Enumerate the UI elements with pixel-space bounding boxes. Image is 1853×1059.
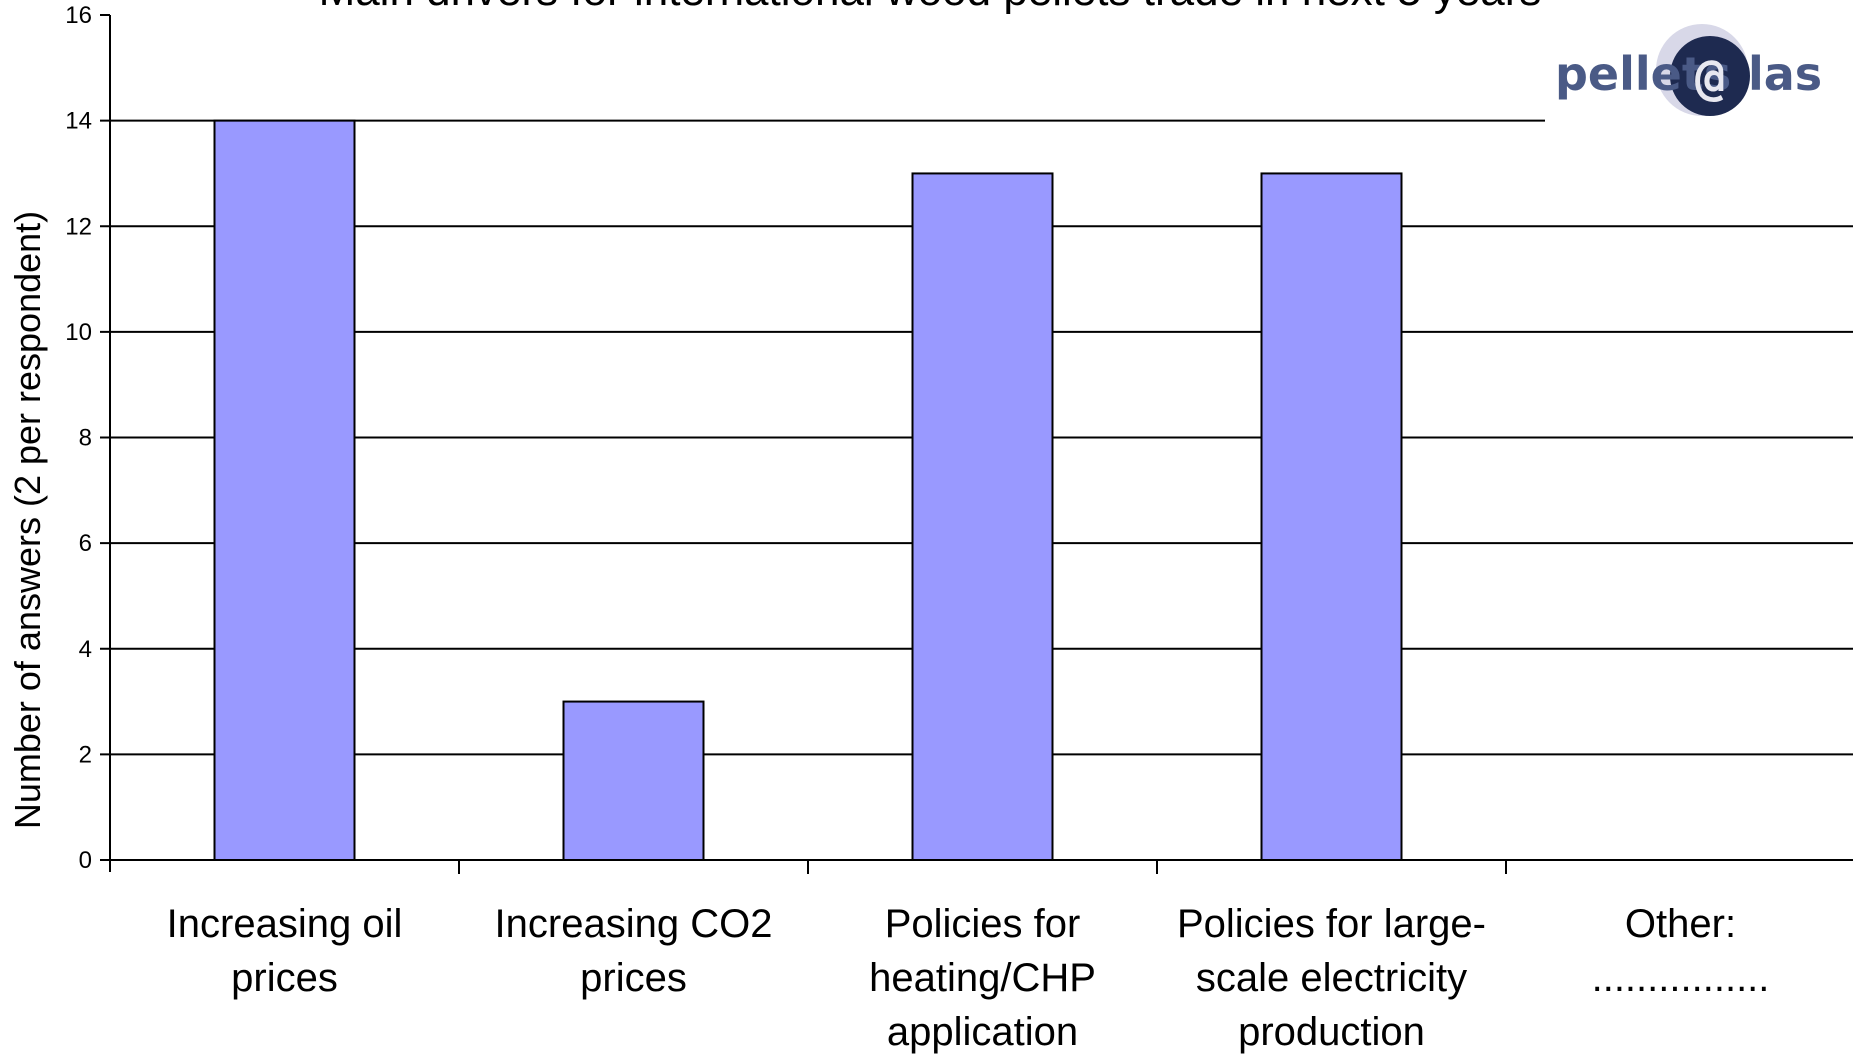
y-tick-label: 2 (79, 741, 92, 768)
x-tick-label: Policies for heating/CHP application (818, 897, 1148, 1059)
y-tick-label: 16 (65, 2, 92, 29)
x-tick-label-line: scale electricity (1195, 956, 1468, 1000)
bar (1260, 172, 1403, 861)
x-tick-label: Increasing CO2 prices (469, 897, 799, 1005)
bar (911, 172, 1054, 861)
pellets-atlas-logo: pellets @ las (1545, 22, 1853, 122)
x-tick-label-line: heating/CHP (869, 956, 1096, 1000)
logo-text-left: pellets (1555, 47, 1731, 101)
x-tick-label-line: prices (580, 956, 687, 1000)
x-tick-label-line: production (1238, 1010, 1425, 1054)
y-tick-label: 14 (65, 108, 92, 135)
x-tick-label: Other:................ (1516, 897, 1846, 1005)
y-tick-labels: 0 2 4 6 8 10 12 14 16 (65, 2, 92, 874)
y-tick-label: 6 (79, 530, 92, 557)
y-axis-label: Number of answers (2 per respondent) (7, 211, 48, 829)
x-tick-label-line: Increasing oil (166, 902, 403, 946)
y-tick-label: 4 (79, 636, 92, 663)
x-tick-label: Policies for large-scale electricity prod… (1167, 897, 1497, 1059)
x-tick-label-line: prices (231, 956, 338, 1000)
bar (562, 700, 705, 861)
bar (213, 119, 356, 861)
logo-text-right: las (1748, 47, 1822, 101)
x-tick-label-line: Other: (1624, 902, 1737, 946)
logo-text-at: @ (1695, 48, 1725, 106)
x-tick-label-line: Policies for (884, 902, 1081, 946)
chart-title: Main drivers for international wood pell… (319, 0, 1542, 15)
bars (213, 119, 1403, 861)
y-tick-label: 10 (65, 319, 92, 346)
y-tick-label: 12 (65, 213, 92, 240)
x-tick-label-line: Policies for large- (1176, 902, 1486, 946)
x-tick-label-line: ................ (1591, 956, 1770, 1000)
x-tick-label: Increasing oil prices (120, 897, 450, 1005)
x-tick-label-line: Increasing CO2 (494, 902, 773, 946)
x-tick-label-line: application (886, 1010, 1079, 1054)
axes (100, 14, 1853, 874)
y-tick-label: 8 (79, 425, 92, 452)
y-tick-label: 0 (79, 847, 92, 874)
